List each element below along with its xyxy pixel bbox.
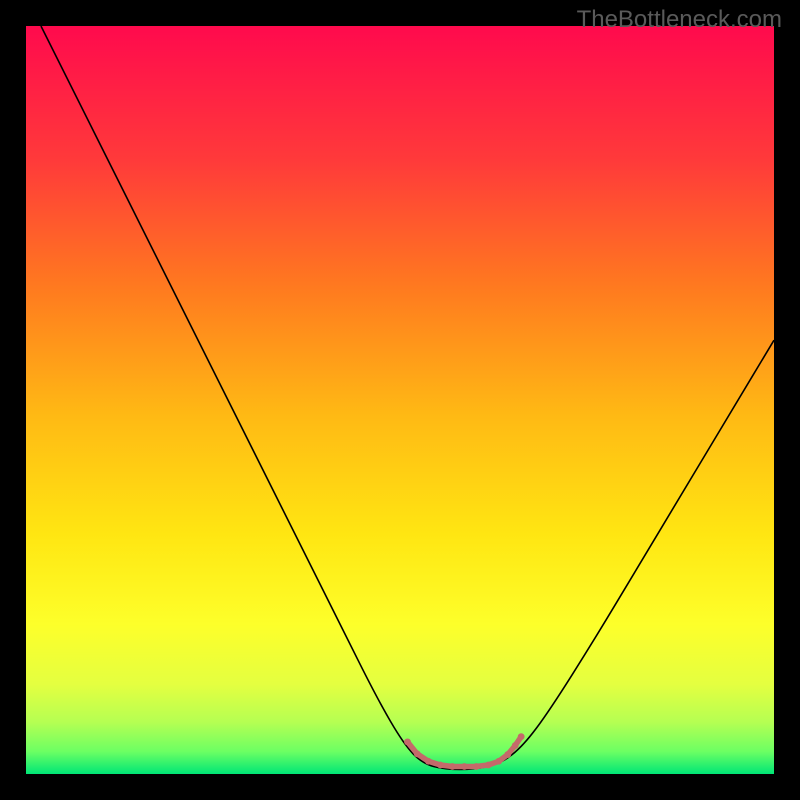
optimal-range-marker bbox=[404, 733, 524, 770]
chart-frame: TheBottleneck.com bbox=[0, 0, 800, 800]
optimal-range-dot bbox=[437, 762, 444, 769]
optimal-range-dot bbox=[404, 738, 411, 745]
optimal-range-dot bbox=[449, 763, 456, 770]
optimal-range-dot bbox=[495, 758, 502, 765]
watermark-text: TheBottleneck.com bbox=[577, 6, 782, 34]
optimal-range-dot bbox=[461, 763, 468, 770]
bottleneck-curve bbox=[41, 26, 774, 770]
optimal-range-dot bbox=[485, 762, 492, 769]
optimal-range-dot bbox=[512, 742, 519, 749]
optimal-range-dot bbox=[425, 758, 432, 765]
optimal-range-dot bbox=[414, 750, 421, 757]
optimal-range-dot bbox=[473, 763, 480, 770]
optimal-range-dot bbox=[518, 733, 525, 740]
optimal-range-dot bbox=[504, 751, 511, 758]
curve-layer bbox=[26, 26, 774, 774]
plot-area bbox=[26, 26, 774, 774]
